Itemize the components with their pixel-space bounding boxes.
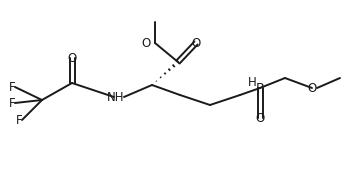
Text: F: F bbox=[8, 80, 15, 94]
Text: NH: NH bbox=[107, 90, 125, 104]
Text: O: O bbox=[192, 36, 200, 50]
Text: O: O bbox=[255, 111, 265, 125]
Text: O: O bbox=[308, 82, 316, 94]
Text: F: F bbox=[8, 96, 15, 110]
Text: O: O bbox=[67, 51, 77, 64]
Text: O: O bbox=[142, 36, 151, 50]
Text: F: F bbox=[15, 114, 22, 126]
Text: P: P bbox=[256, 82, 264, 94]
Text: H: H bbox=[248, 76, 256, 89]
